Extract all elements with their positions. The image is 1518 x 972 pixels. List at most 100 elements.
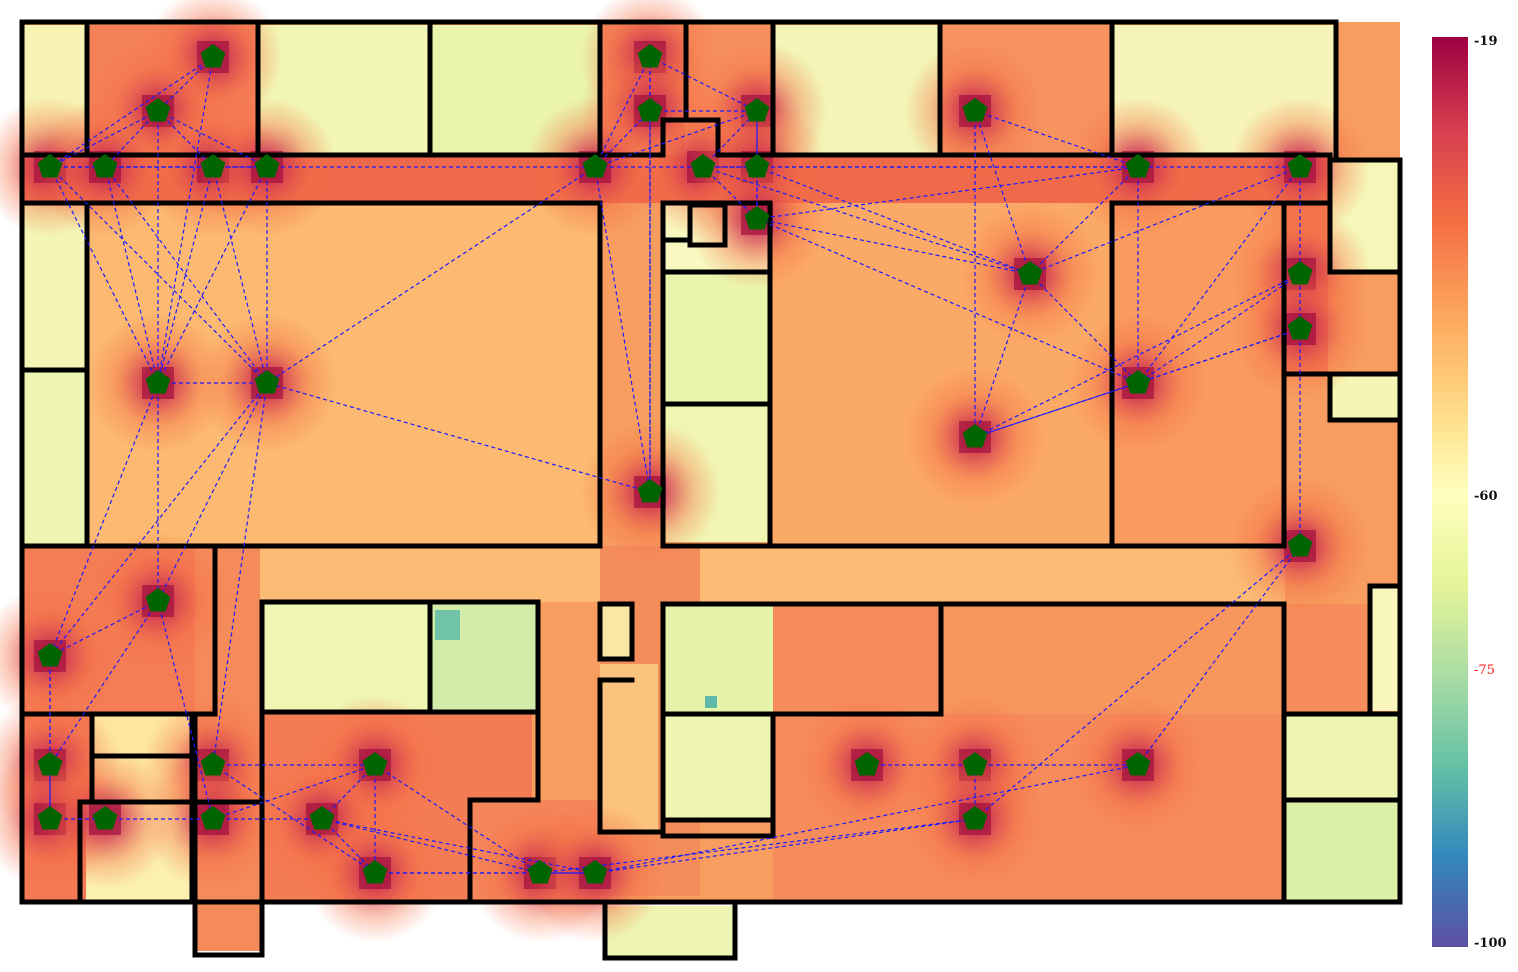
pentagon-icon bbox=[145, 588, 171, 612]
walls bbox=[19, 19, 1403, 961]
ap-link bbox=[49, 166, 268, 384]
ap-link bbox=[702, 110, 758, 168]
pentagon-icon bbox=[37, 643, 63, 667]
pentagon-icon bbox=[582, 860, 608, 884]
pentagon-icon bbox=[962, 752, 988, 776]
pentagon-icon bbox=[200, 154, 226, 178]
pentagon-icon bbox=[1017, 261, 1043, 285]
pentagon-icon bbox=[1125, 752, 1151, 776]
ap-link bbox=[266, 382, 651, 493]
ap-link bbox=[1137, 273, 1301, 384]
pentagon-icon bbox=[1125, 154, 1151, 178]
ap-link bbox=[49, 600, 159, 766]
pentagon-icon bbox=[690, 154, 716, 178]
ap-link bbox=[49, 600, 159, 657]
ap-link bbox=[1029, 166, 1139, 275]
pentagon-icon bbox=[92, 154, 118, 178]
pentagon-icon bbox=[1287, 316, 1313, 340]
ap-link bbox=[594, 166, 651, 493]
ap-links bbox=[49, 56, 1301, 874]
ap-link bbox=[1029, 273, 1139, 384]
colorbar-min-label: -100 bbox=[1474, 936, 1507, 951]
ap-link bbox=[212, 764, 376, 820]
pentagon-icon bbox=[962, 424, 988, 448]
pentagon-icon bbox=[37, 154, 63, 178]
pentagon-icon bbox=[37, 806, 63, 830]
pentagon-icon bbox=[1125, 370, 1151, 394]
ap-link bbox=[974, 110, 1139, 168]
pentagon-icon bbox=[582, 154, 608, 178]
pentagon-icon bbox=[254, 370, 280, 394]
pentagon-icon bbox=[744, 154, 770, 178]
pentagon-icon bbox=[145, 98, 171, 122]
ap-link bbox=[594, 818, 976, 874]
pentagon-icon bbox=[637, 98, 663, 122]
ap-link bbox=[212, 382, 268, 766]
ap-link bbox=[539, 818, 976, 874]
ap-link bbox=[974, 110, 1031, 275]
pentagon-icon bbox=[200, 752, 226, 776]
ap-link bbox=[974, 273, 1031, 438]
colorbar-max-label: -19 bbox=[1474, 34, 1498, 49]
ap-link bbox=[321, 818, 596, 874]
pentagon-icon bbox=[200, 806, 226, 830]
ap-link bbox=[157, 56, 214, 112]
ap-link bbox=[157, 600, 214, 820]
ap-link bbox=[49, 166, 159, 384]
ap-link bbox=[321, 818, 541, 874]
pentagon-icon bbox=[37, 752, 63, 776]
ap-link bbox=[594, 110, 758, 168]
ap-link bbox=[594, 764, 1139, 874]
colorbar bbox=[1432, 37, 1468, 947]
colorbar-threshold-label: -75 bbox=[1474, 663, 1495, 678]
pentagon-icon bbox=[254, 154, 280, 178]
ap-link bbox=[756, 166, 1139, 220]
colorbar-mid-label: -60 bbox=[1474, 489, 1498, 504]
pentagon-icon bbox=[744, 206, 770, 230]
pentagon-icon bbox=[362, 752, 388, 776]
pentagon-icon bbox=[637, 479, 663, 503]
ap-link bbox=[157, 110, 214, 168]
ap-link bbox=[157, 166, 268, 384]
ap-link bbox=[321, 764, 376, 820]
ap-link bbox=[266, 166, 596, 384]
pentagon-icon bbox=[527, 860, 553, 884]
ap-link bbox=[974, 273, 1301, 438]
pentagon-icon bbox=[92, 806, 118, 830]
colorbar-gradient bbox=[1432, 37, 1468, 947]
ap-link bbox=[157, 166, 214, 384]
ap-link bbox=[212, 166, 268, 384]
ap-link bbox=[212, 764, 376, 874]
ap-link bbox=[1137, 166, 1301, 384]
ap-link bbox=[756, 218, 1031, 275]
pentagon-icon bbox=[962, 806, 988, 830]
ap-link bbox=[974, 545, 1301, 820]
pentagon-icon bbox=[962, 98, 988, 122]
pentagon-icon bbox=[309, 806, 335, 830]
pentagon-icon bbox=[1287, 533, 1313, 557]
pentagon-icon bbox=[362, 860, 388, 884]
ap-link bbox=[104, 110, 159, 168]
pentagon-icon bbox=[200, 44, 226, 68]
pentagon-icon bbox=[145, 370, 171, 394]
pentagon-icon bbox=[744, 98, 770, 122]
pentagon-icon bbox=[637, 44, 663, 68]
ap-link bbox=[756, 218, 1139, 384]
ap-link bbox=[1137, 545, 1301, 766]
access-points bbox=[37, 44, 1313, 884]
ap-link bbox=[702, 166, 758, 220]
pentagon-icon bbox=[1287, 261, 1313, 285]
ap-link bbox=[49, 110, 159, 168]
ap-link bbox=[321, 818, 376, 874]
ap-link bbox=[649, 56, 758, 112]
ap-link bbox=[594, 110, 651, 168]
ap-link bbox=[157, 382, 268, 602]
pentagon-icon bbox=[1287, 154, 1313, 178]
ap-link bbox=[49, 382, 268, 657]
ap-link bbox=[104, 166, 268, 384]
ap-link bbox=[49, 56, 214, 168]
ap-link bbox=[104, 166, 159, 384]
ap-link bbox=[702, 166, 1031, 275]
pentagon-icon bbox=[854, 752, 880, 776]
